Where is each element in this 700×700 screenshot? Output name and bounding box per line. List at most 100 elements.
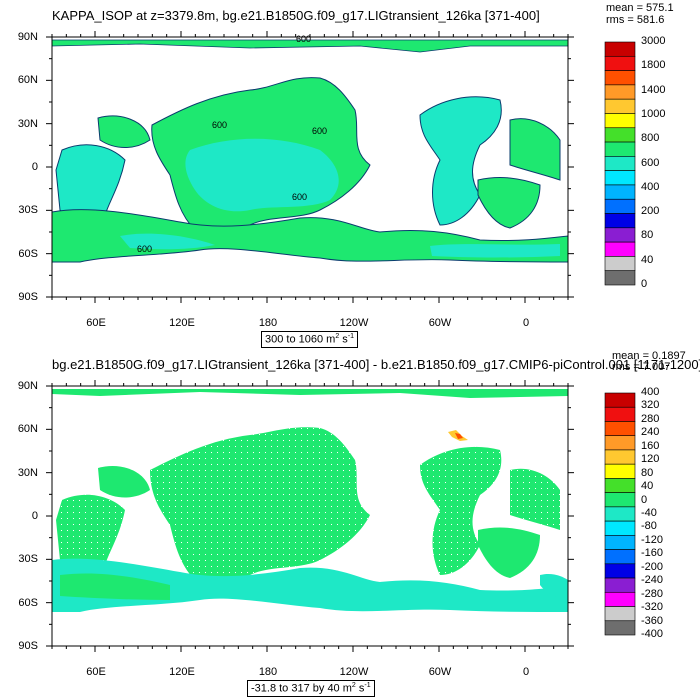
colorbar-tick-label: 0 (641, 493, 648, 506)
colorbar-swatch (604, 577, 636, 593)
colorbar-tick-label: 400 (641, 386, 660, 398)
colorbar-tick-label: -120 (641, 533, 664, 546)
lon-label: 60W (428, 666, 452, 678)
colorbar-tick-label: 320 (641, 399, 660, 412)
lat-label: 30S (18, 553, 38, 565)
colorbar-swatch (604, 421, 636, 437)
colorbar-swatch (604, 463, 636, 479)
lat-label: 0 (31, 510, 38, 522)
contour-label: 600 (312, 126, 327, 136)
colorbar-swatch (604, 549, 636, 565)
colorbar-swatch (604, 98, 636, 114)
colorbar-swatch (604, 478, 636, 493)
colorbar-swatch (604, 41, 636, 57)
panel1-rms: rms = 581.6 (606, 14, 665, 26)
panel1-axis-ticks (46, 31, 574, 303)
lon-label: 120E (169, 666, 195, 678)
panel1-mean: mean = 575.1 (606, 2, 674, 14)
colorbar-tick-label: -40 (641, 507, 657, 519)
colorbar-tick-label: 40 (641, 480, 654, 493)
colorbar-swatch (604, 127, 636, 143)
colorbar-swatch (604, 535, 636, 550)
colorbar-tick-label: 0 (641, 278, 648, 290)
panel2-title: bg.e21.B1850G.f09_g17.LIGtransient_126ka… (52, 357, 700, 372)
colorbar-swatch (604, 620, 636, 636)
lat-label: 0 (31, 161, 38, 173)
colorbar-tick-label: -400 (641, 628, 664, 640)
colorbar-swatch (604, 170, 636, 186)
colorbar-tick-label: 1400 (641, 83, 666, 96)
panel2-mean: mean = 0.1897 (612, 350, 686, 362)
panel1-colorbar (604, 41, 636, 286)
colorbar-tick-label: -240 (641, 574, 664, 587)
colorbar-swatch (604, 227, 636, 243)
lon-label: 60E (86, 666, 106, 678)
lon-label: 60E (86, 317, 106, 329)
lon-label: 0 (522, 666, 530, 678)
colorbar-tick-label: -80 (641, 520, 657, 533)
colorbar-tick-label: -200 (641, 560, 664, 573)
colorbar-swatch (604, 406, 636, 422)
colorbar-tick-label: 400 (641, 180, 660, 193)
panel2-axis-ticks (46, 380, 574, 652)
colorbar-swatch (604, 392, 636, 408)
lon-label: 60W (428, 317, 452, 329)
panel1-title: KAPPA_ISOP at z=3379.8m, bg.e21.B1850G.f… (52, 8, 540, 23)
colorbar-swatch (604, 563, 636, 579)
colorbar-tick-label: -360 (641, 614, 664, 627)
colorbar-tick-label: 80 (641, 466, 654, 479)
colorbar-swatch (604, 84, 636, 100)
lat-label: 30S (18, 204, 38, 216)
lat-label: 90N (17, 380, 38, 392)
colorbar-tick-label: 80 (641, 229, 654, 242)
colorbar-tick-label: 3000 (641, 35, 666, 47)
colorbar-swatch (604, 141, 636, 157)
colorbar-swatch (604, 184, 636, 200)
colorbar-swatch (604, 270, 636, 286)
colorbar-swatch (604, 606, 636, 622)
lon-label: 180 (258, 666, 278, 678)
colorbar-tick-label: -320 (641, 601, 664, 614)
panel2-colorbar (604, 392, 636, 636)
colorbar-swatch (604, 256, 636, 272)
contour-label: 600 (296, 34, 311, 44)
colorbar-tick-label: 40 (641, 253, 654, 266)
colorbar-tick-label: 600 (641, 156, 660, 169)
colorbar-tick-label: 200 (641, 205, 660, 218)
lon-label: 0 (522, 317, 530, 329)
lon-label: 180 (258, 317, 278, 329)
lat-label: 60N (17, 423, 38, 435)
colorbar-swatch (604, 113, 636, 129)
lon-label: 120E (169, 317, 195, 329)
panel2-rms: rms = 7.007 (612, 361, 671, 373)
colorbar-tick-label: 1800 (641, 59, 666, 72)
colorbar-tick-label: 240 (641, 426, 660, 439)
panel1-info-label: 300 to 1060 m2 s-1 (261, 331, 359, 348)
panel2-map (51, 385, 569, 647)
lat-label: 90N (17, 31, 38, 43)
colorbar-swatch (604, 198, 636, 214)
colorbar-swatch (604, 55, 636, 71)
colorbar-tick-label: 120 (641, 453, 660, 466)
lat-label: 30N (17, 118, 38, 130)
contour-label: 600 (212, 120, 227, 130)
colorbar-tick-label: 160 (641, 439, 660, 452)
colorbar-swatch (604, 435, 636, 451)
lon-label: 120W (339, 317, 369, 329)
colorbar-swatch (604, 506, 636, 522)
panel1-map: 600 600 600 600 600 (51, 34, 569, 298)
colorbar-tick-label: 280 (641, 412, 660, 425)
lat-label: 30N (17, 467, 38, 479)
colorbar-tick-label: -160 (641, 547, 664, 560)
colorbar-swatch (604, 156, 636, 171)
colorbar-swatch (604, 492, 636, 508)
lat-label: 60S (18, 597, 38, 609)
colorbar-swatch (604, 213, 636, 229)
contour-label: 600 (137, 244, 152, 254)
lat-label: 90S (18, 640, 38, 652)
colorbar-swatch (604, 591, 636, 607)
colorbar-tick-label: 800 (641, 132, 660, 145)
lat-label: 60S (18, 248, 38, 260)
lat-label: 90S (18, 291, 38, 303)
